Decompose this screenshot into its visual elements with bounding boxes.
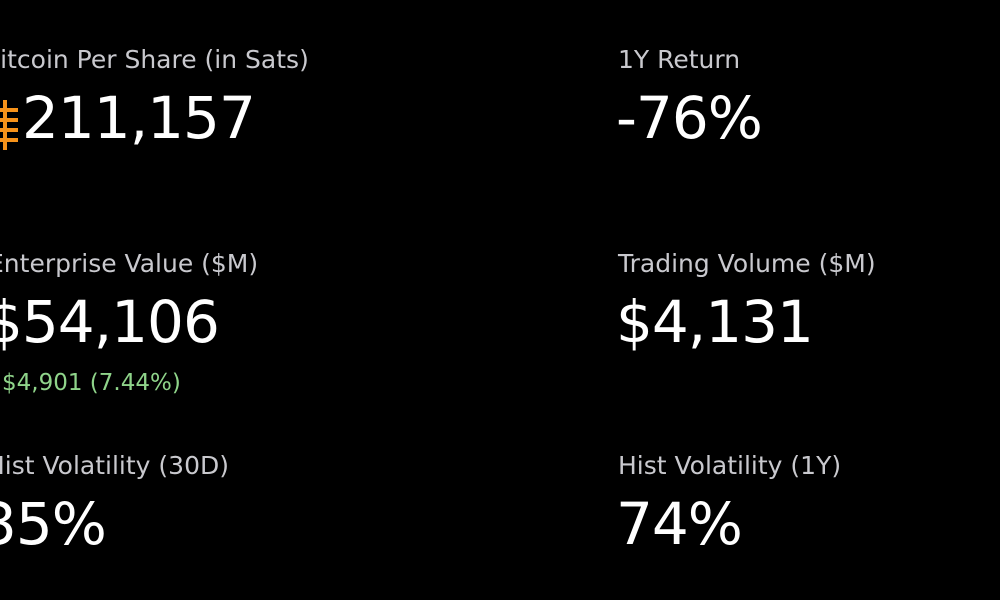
- metric-label: Hist Volatility (30D): [0, 451, 229, 480]
- metric-value: 211,157: [22, 84, 256, 152]
- metric-label: Trading Volume ($M): [618, 249, 876, 278]
- metric-label: 1Y Return: [618, 45, 741, 74]
- metric-label: Bitcoin Per Share (in Sats): [0, 45, 309, 74]
- metric-label: Hist Volatility (1Y): [618, 451, 842, 480]
- metric-value: $4,131: [616, 288, 814, 356]
- metric-label: Enterprise Value ($M): [0, 249, 259, 278]
- metric-value: 35%: [0, 490, 107, 558]
- metric-change: $4,901 (7.44%): [2, 370, 181, 396]
- metric-value: 74%: [616, 490, 743, 558]
- metric-value: $54,106: [0, 288, 220, 356]
- metric-value: -76%: [616, 84, 763, 152]
- sats-icon: [0, 100, 18, 150]
